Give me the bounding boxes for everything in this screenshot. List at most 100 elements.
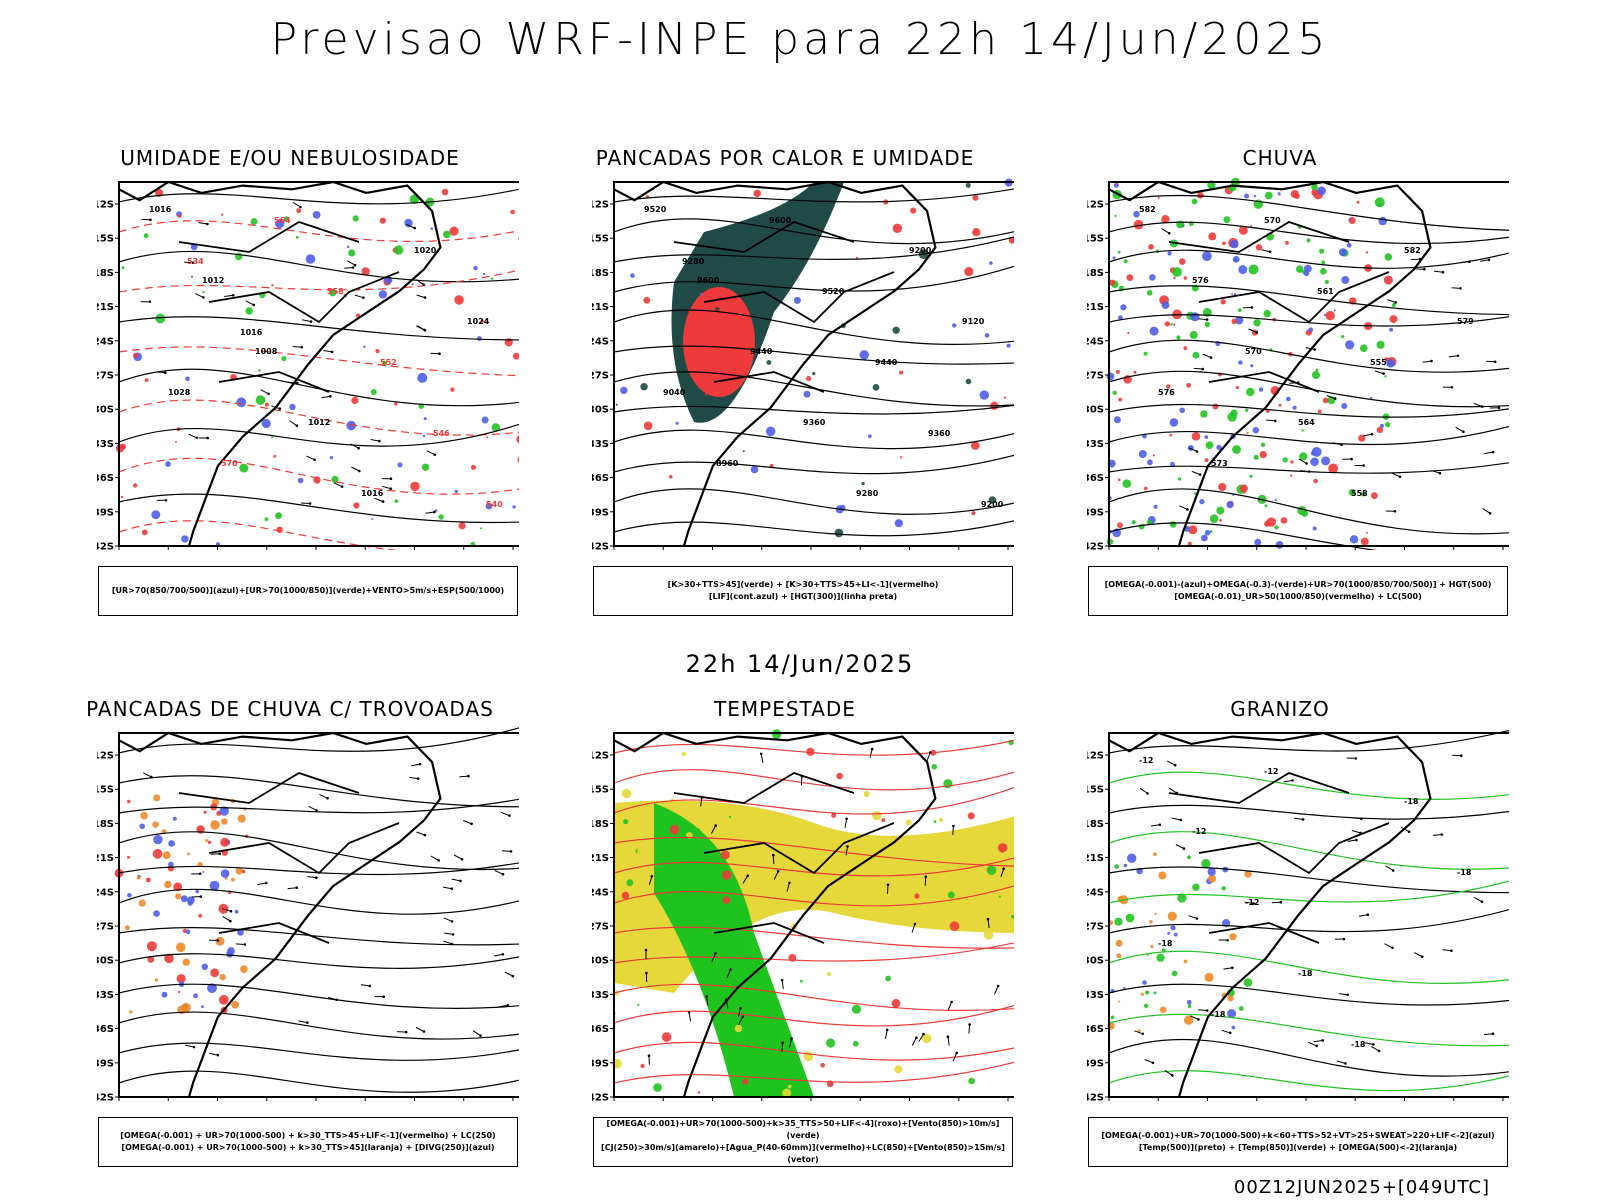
page-title: Previsao WRF-INPE para 22h 14/Jun/2025 <box>270 14 1330 65</box>
lat-label: 36S <box>1087 473 1104 484</box>
map-chuva: 582 576 570 564 558 582 579 576 573 570 561 555 12S 1… <box>1087 177 1509 551</box>
coastline <box>613 180 937 547</box>
legend-line: [UR>70(850/700/500)](azul)+[UR>70(1000/8… <box>111 586 505 595</box>
legend-line: [CJ(250)>30m/s](amarelo)+[Agua_P(40-60mm… <box>601 1143 1005 1164</box>
lat-label: 30S <box>592 405 609 416</box>
lat-label: 33S <box>592 990 609 1001</box>
contour-label: 9280 <box>856 489 879 498</box>
run-footer: 00Z12JUN2025+[049UTC] <box>1233 1177 1490 1198</box>
lat-label: 42S <box>1087 542 1104 551</box>
lat-label: 27S <box>97 922 114 933</box>
contour-label: 534 <box>187 257 204 266</box>
state-borders <box>673 221 895 393</box>
legend-line: [K>30+TTS>45](verde) + [K>30+TTS>45+LI<-… <box>667 580 939 589</box>
lat-label: 21S <box>592 853 609 864</box>
lat-label: 33S <box>97 990 114 1001</box>
contour-label: 576 <box>1192 276 1209 285</box>
lat-label: 33S <box>1087 439 1104 450</box>
lat-label: 12S <box>1087 200 1104 211</box>
legend-line: [OMEGA(-0.001)+UR>70(1000-500)+k<60+TTS>… <box>1101 1131 1495 1140</box>
lat-label: 24S <box>97 887 114 898</box>
panel-granizo: GRANIZO -12 -12 -12 -18 -18 -18 -18 -18 -18 -12 12… <box>1065 697 1509 1177</box>
lat-label: 33S <box>592 439 609 450</box>
map-frame <box>613 732 1014 1098</box>
legend-trovoadas: [OMEGA(-0.001) + UR>70(1000-500) + k>30_… <box>98 1117 518 1167</box>
contour-label: 1008 <box>255 347 278 356</box>
lat-label: 24S <box>592 887 609 898</box>
contour-label: -18 <box>1404 797 1419 806</box>
contour-label: 570 <box>1245 347 1262 356</box>
contour-label: -12 <box>1192 827 1206 836</box>
legend-line: [LIF](cont.azul) + [HGT(300)](linha pret… <box>708 592 898 601</box>
coastline <box>1108 180 1432 547</box>
lat-label: 36S <box>592 473 609 484</box>
lat-label: 30S <box>97 956 114 967</box>
contour-label: 552 <box>380 358 397 367</box>
lat-label: 36S <box>97 473 114 484</box>
coastline <box>118 180 442 547</box>
map-granizo: -12 -12 -12 -18 -18 -18 -18 -18 -18 -12 12S 15S 18S 2… <box>1087 729 1509 1102</box>
lat-label: 36S <box>1087 1024 1104 1035</box>
coastline <box>613 731 937 1098</box>
lat-label: 33S <box>97 439 114 450</box>
lat-label: 18S <box>97 819 114 830</box>
lat-label: 27S <box>592 922 609 933</box>
panel-tempestade: TEMPESTADE 12S 15S 18S 21S 24S 27S 30S 33S 36S 39… <box>570 697 1014 1177</box>
lat-label: 36S <box>592 1024 609 1035</box>
lat-label: 27S <box>592 371 609 382</box>
contour-label: 9600 <box>769 216 792 225</box>
state-borders <box>178 221 400 393</box>
lat-label: 15S <box>97 785 114 796</box>
lat-label: 42S <box>592 542 609 551</box>
contour-label: -18 <box>1298 969 1313 978</box>
panel-title: PANCADAS DE CHUVA C/ TROVOADAS <box>86 697 494 721</box>
state-borders <box>1168 221 1390 393</box>
contour-label: 8960 <box>716 459 739 468</box>
lat-label: 27S <box>1087 922 1104 933</box>
contour-label: 1024 <box>467 317 490 326</box>
contour-label: 570 <box>221 459 238 468</box>
map-frame <box>613 181 1014 547</box>
coastline <box>118 731 442 1098</box>
contour-label: 1020 <box>414 246 437 255</box>
lat-label: 30S <box>1087 405 1104 416</box>
contour-label: -18 <box>1351 1040 1366 1049</box>
legend-line: [Temp(500)](preto) + [Temp(850)](verde) … <box>1138 1143 1458 1152</box>
legend-line: [OMEGA(-0.001)-(azul)+OMEGA(-0.3)-(verde… <box>1104 580 1492 589</box>
lat-label: 42S <box>592 1093 609 1102</box>
lat-label: 42S <box>97 1093 114 1102</box>
lat-label: 18S <box>1087 268 1104 279</box>
lat-label: 39S <box>592 1058 609 1069</box>
panel-title: UMIDADE E/OU NEBULOSIDADE <box>120 146 460 170</box>
contour-label: 9040 <box>663 388 686 397</box>
lat-label: 30S <box>97 405 114 416</box>
lat-label: 39S <box>1087 1058 1104 1069</box>
lat-label: 18S <box>97 268 114 279</box>
legend-line: [OMEGA(-0.001) + UR>70(1000-500) + k>30_… <box>120 1131 496 1140</box>
lat-label: 24S <box>1087 887 1104 898</box>
contour-label: 573 <box>1211 459 1228 468</box>
lat-label: 39S <box>1087 507 1104 518</box>
lat-label: 36S <box>97 1024 114 1035</box>
wind-area <box>654 803 814 1097</box>
map-frame <box>118 181 519 547</box>
panel-title: CHUVA <box>1242 146 1318 170</box>
panel-pancadas-calor: PANCADAS POR CALOR E UMIDADE 9520 9600 944… <box>570 146 1014 626</box>
lat-label: 12S <box>592 200 609 211</box>
lat-label: 18S <box>592 268 609 279</box>
lat-label: 42S <box>1087 1093 1104 1102</box>
lat-label: 33S <box>1087 990 1104 1001</box>
contour-label: 9600 <box>697 276 720 285</box>
panel-umidade: UMIDADE E/OU NEBULOSIDADE 1016 1012 1008 10… <box>75 146 519 626</box>
contour-label: 579 <box>1457 317 1474 326</box>
state-borders <box>178 772 400 944</box>
legend-line: [OMEGA(-0.01)_UR>50(1000/850)(vermelho) … <box>1174 592 1422 601</box>
legend-line: [OMEGA(-0.001) + UR>70(1000-500) + k>30_… <box>121 1143 495 1152</box>
map-frame <box>1108 181 1509 547</box>
contour-label: 9520 <box>644 205 667 214</box>
panel-chuva: CHUVA 582 576 570 564 558 582 579 576 573 570 561 5… <box>1065 146 1509 626</box>
contour-label: -12 <box>1245 898 1259 907</box>
lat-label: 42S <box>97 542 114 551</box>
coastline <box>1108 731 1432 1098</box>
contour-label: -18 <box>1457 868 1472 877</box>
